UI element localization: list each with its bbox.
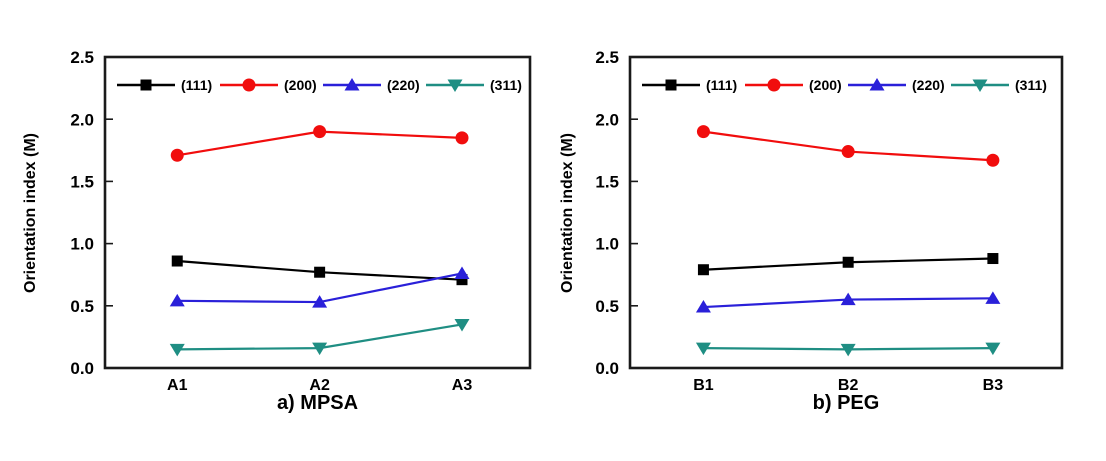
y-tick-label: 1.0 — [595, 235, 619, 254]
square-marker — [314, 266, 326, 278]
y-tick-label: 0.0 — [70, 359, 94, 378]
legend-label: (311) — [1015, 77, 1047, 93]
square-marker — [456, 274, 468, 286]
circle-marker — [767, 78, 781, 92]
triangle-down-marker — [454, 318, 470, 332]
x-category-label: B2 — [838, 377, 859, 394]
circle-marker — [455, 131, 469, 145]
triangle-up-marker — [985, 291, 1001, 304]
y-tick-label: 2.5 — [595, 48, 619, 67]
circle-marker — [313, 125, 327, 139]
triangle-down-marker — [972, 79, 988, 92]
plot-frame — [103, 55, 532, 370]
y-tick-label: 0.0 — [595, 359, 619, 378]
x-category-label: A3 — [452, 377, 473, 394]
x-category-label: A2 — [309, 377, 330, 394]
legend-label: (200) — [284, 77, 317, 93]
triangle-down-marker — [840, 343, 856, 357]
square-marker — [140, 79, 152, 91]
y-tick-label: 2.0 — [70, 110, 94, 129]
y-tick-label: 0.5 — [70, 297, 94, 316]
circle-marker — [841, 145, 855, 159]
x-category-label: A1 — [167, 377, 188, 394]
peg-plot-area: 0.0 0.5 1.0 1.5 2.0 2.5 B1 B2 B3 (111) (200) (220) (… — [595, 48, 1064, 394]
triangle-up-marker — [169, 293, 185, 307]
chart-mpsa: 0.0 0.5 1.0 1.5 2.0 2.5 A1 A2 A3 (111) (200) (220) (… — [22, 48, 532, 414]
triangle-up-marker — [454, 266, 470, 279]
triangle-up-marker — [312, 295, 328, 308]
legend-label: (220) — [912, 77, 945, 93]
triangle-up-marker — [695, 300, 711, 313]
square-marker — [842, 256, 854, 268]
y-tick-label: 0.5 — [595, 297, 619, 316]
triangle-down-marker — [985, 342, 1001, 356]
square-marker — [171, 255, 183, 267]
triangle-down-marker — [169, 343, 185, 357]
triangle-up-marker — [344, 78, 360, 91]
circle-marker — [696, 125, 710, 139]
chart-peg: 0.0 0.5 1.0 1.5 2.0 2.5 B1 B2 B3 (111) (200) (220) (… — [553, 0, 1106, 461]
legend-label: (220) — [387, 77, 420, 93]
square-marker — [987, 253, 999, 265]
legend-label: (111) — [706, 77, 737, 93]
circle-marker — [170, 148, 184, 162]
circle-marker — [242, 78, 256, 92]
y-tick-label: 2.0 — [595, 110, 619, 129]
legend-label: (200) — [809, 77, 842, 93]
chart-title-mpsa: a) MPSA — [276, 392, 359, 414]
triangle-up-marker — [869, 78, 885, 91]
triangle-up-marker — [840, 292, 856, 306]
legend-label: (111) — [181, 77, 212, 93]
y-axis-label: Orientation index (M) — [559, 133, 576, 293]
square-marker — [697, 264, 709, 276]
y-tick-label: 1.0 — [70, 235, 94, 254]
x-category-label: B3 — [983, 377, 1004, 394]
square-marker — [665, 79, 677, 91]
mpsa-plot-area: 0.0 0.5 1.0 1.5 2.0 2.5 A1 A2 A3 (111) (200) (220) (… — [70, 48, 532, 394]
y-tick-label: 1.5 — [70, 173, 94, 192]
y-tick-label: 1.5 — [595, 173, 619, 192]
circle-marker — [986, 153, 1000, 167]
x-category-label: B1 — [693, 377, 714, 394]
triangle-down-marker — [695, 342, 711, 356]
triangle-down-marker — [312, 342, 328, 356]
y-axis-label: Orientation index (M) — [22, 133, 39, 293]
y-tick-label: 2.5 — [70, 48, 94, 67]
chart-title-peg: b) PEG — [812, 392, 880, 414]
plot-frame — [628, 55, 1064, 370]
legend-label: (311) — [490, 77, 522, 93]
triangle-down-marker — [447, 79, 463, 92]
